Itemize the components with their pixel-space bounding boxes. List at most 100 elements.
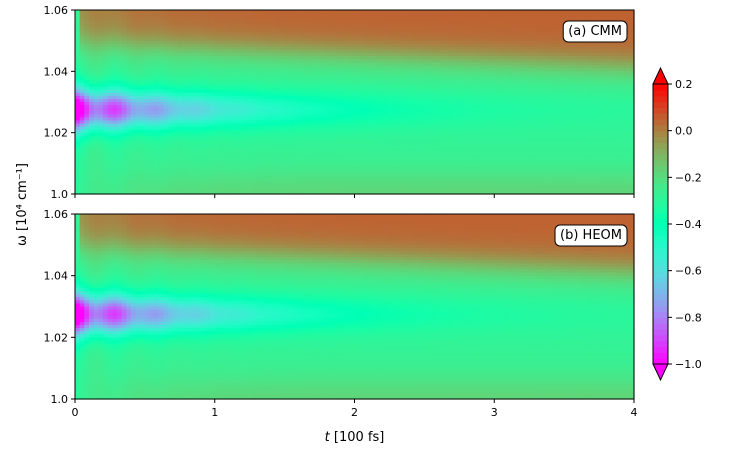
heatmap-cell bbox=[186, 46, 193, 51]
heatmap-cell bbox=[233, 172, 239, 177]
heatmap-cell bbox=[177, 108, 183, 112]
heatmap-cell bbox=[107, 62, 113, 66]
heatmap-cell bbox=[98, 74, 104, 79]
heatmap-cell bbox=[210, 62, 216, 66]
heatmap-cell bbox=[144, 95, 151, 100]
heatmap-cell bbox=[228, 175, 234, 180]
heatmap-cell bbox=[205, 135, 211, 140]
heatmap-cell bbox=[182, 59, 188, 63]
heatmap-cell bbox=[107, 49, 113, 54]
heatmap-cell bbox=[233, 86, 239, 91]
heatmap-cell bbox=[140, 43, 146, 48]
heatmap-cell bbox=[163, 74, 169, 79]
heatmap-cell bbox=[224, 151, 230, 155]
heatmap-cell bbox=[93, 71, 99, 75]
heatmap-cell bbox=[107, 40, 113, 45]
heatmap-cell bbox=[149, 117, 155, 121]
heatmap-cell bbox=[79, 25, 85, 29]
heatmap-cell bbox=[242, 154, 248, 158]
heatmap-cell bbox=[228, 52, 234, 57]
heatmap-cell bbox=[121, 151, 127, 155]
heatmap-cell bbox=[121, 169, 127, 174]
heatmap-cell bbox=[163, 187, 169, 192]
heatmap-cell bbox=[177, 129, 183, 134]
heatmap-cell bbox=[102, 56, 109, 60]
heatmap-cell bbox=[116, 148, 123, 152]
heatmap-cell bbox=[135, 105, 141, 109]
heatmap-cell bbox=[158, 151, 165, 155]
heatmap-cell bbox=[107, 105, 113, 109]
heatmap-cell bbox=[214, 120, 221, 125]
heatmap-cell bbox=[238, 141, 244, 146]
heatmap-cell bbox=[158, 126, 165, 131]
heatmap-cell bbox=[149, 92, 155, 97]
heatmap-cell bbox=[210, 175, 216, 180]
heatmap-cell bbox=[177, 114, 183, 118]
heatmap-cell bbox=[93, 46, 99, 51]
heatmap-cell bbox=[121, 108, 127, 112]
heatmap-cell bbox=[116, 141, 123, 146]
heatmap-cell bbox=[252, 105, 258, 109]
heatmap-cell bbox=[210, 37, 216, 42]
heatmap-cell bbox=[219, 77, 225, 82]
heatmap-cell bbox=[186, 68, 193, 72]
heatmap-cell bbox=[130, 86, 137, 91]
heatmap-cell bbox=[256, 71, 262, 75]
heatmap-cell bbox=[172, 52, 179, 57]
heatmap-cell bbox=[121, 95, 127, 100]
heatmap-cell bbox=[256, 16, 262, 20]
heatmap-cell bbox=[228, 28, 234, 33]
heatmap-cell bbox=[149, 163, 155, 167]
heatmap-cell bbox=[163, 77, 169, 82]
heatmap-cell bbox=[154, 52, 160, 57]
heatmap-cell bbox=[242, 28, 248, 33]
heatmap-cell bbox=[247, 77, 253, 82]
heatmap-cell bbox=[224, 126, 230, 131]
heatmap-cell bbox=[140, 56, 146, 60]
heatmap-cell bbox=[210, 92, 216, 97]
heatmap-cell bbox=[233, 10, 239, 14]
heatmap-cell bbox=[172, 43, 179, 48]
heatmap-cell bbox=[210, 86, 216, 91]
heatmap-cell bbox=[112, 89, 118, 94]
heatmap-cell bbox=[177, 37, 183, 42]
heatmap-cell bbox=[144, 52, 151, 57]
heatmap-cell bbox=[214, 178, 221, 183]
heatmap-cell bbox=[219, 166, 225, 171]
heatmap-cell bbox=[228, 163, 234, 167]
heatmap-cell bbox=[219, 111, 225, 115]
heatmap-cell bbox=[93, 114, 99, 118]
heatmap-cell bbox=[135, 22, 141, 26]
heatmap-cell bbox=[186, 148, 193, 152]
heatmap-cell bbox=[191, 10, 197, 14]
heatmap-cell bbox=[112, 163, 118, 167]
heatmap-cell bbox=[200, 89, 207, 94]
heatmap-cell bbox=[200, 187, 207, 192]
heatmap-cell bbox=[158, 117, 165, 121]
heatmap-cell bbox=[75, 117, 81, 121]
heatmap-cell bbox=[154, 138, 160, 143]
heatmap-cell bbox=[93, 175, 99, 180]
heatmap-cell bbox=[130, 126, 137, 131]
heatmap-cell bbox=[247, 132, 253, 137]
heatmap-cell bbox=[252, 154, 258, 158]
heatmap-cell bbox=[130, 148, 137, 152]
heatmap-cell bbox=[224, 52, 230, 57]
heatmap-cell bbox=[168, 83, 174, 88]
heatmap-cell bbox=[93, 108, 99, 112]
heatmap-cell bbox=[242, 16, 248, 20]
heatmap-cell bbox=[252, 160, 258, 164]
heatmap-cell bbox=[140, 74, 146, 79]
heatmap-cell bbox=[238, 65, 244, 69]
heatmap-cell bbox=[121, 117, 127, 121]
heatmap-cell bbox=[186, 120, 193, 125]
heatmap-cell bbox=[98, 19, 104, 23]
heatmap-cell bbox=[233, 19, 239, 23]
heatmap-cell bbox=[75, 43, 81, 48]
heatmap-cell bbox=[163, 123, 169, 128]
heatmap-cell bbox=[200, 86, 207, 91]
heatmap-cell bbox=[112, 10, 118, 14]
heatmap-cell bbox=[200, 111, 207, 115]
heatmap-cell bbox=[140, 80, 146, 85]
heatmap-cell bbox=[121, 25, 127, 29]
